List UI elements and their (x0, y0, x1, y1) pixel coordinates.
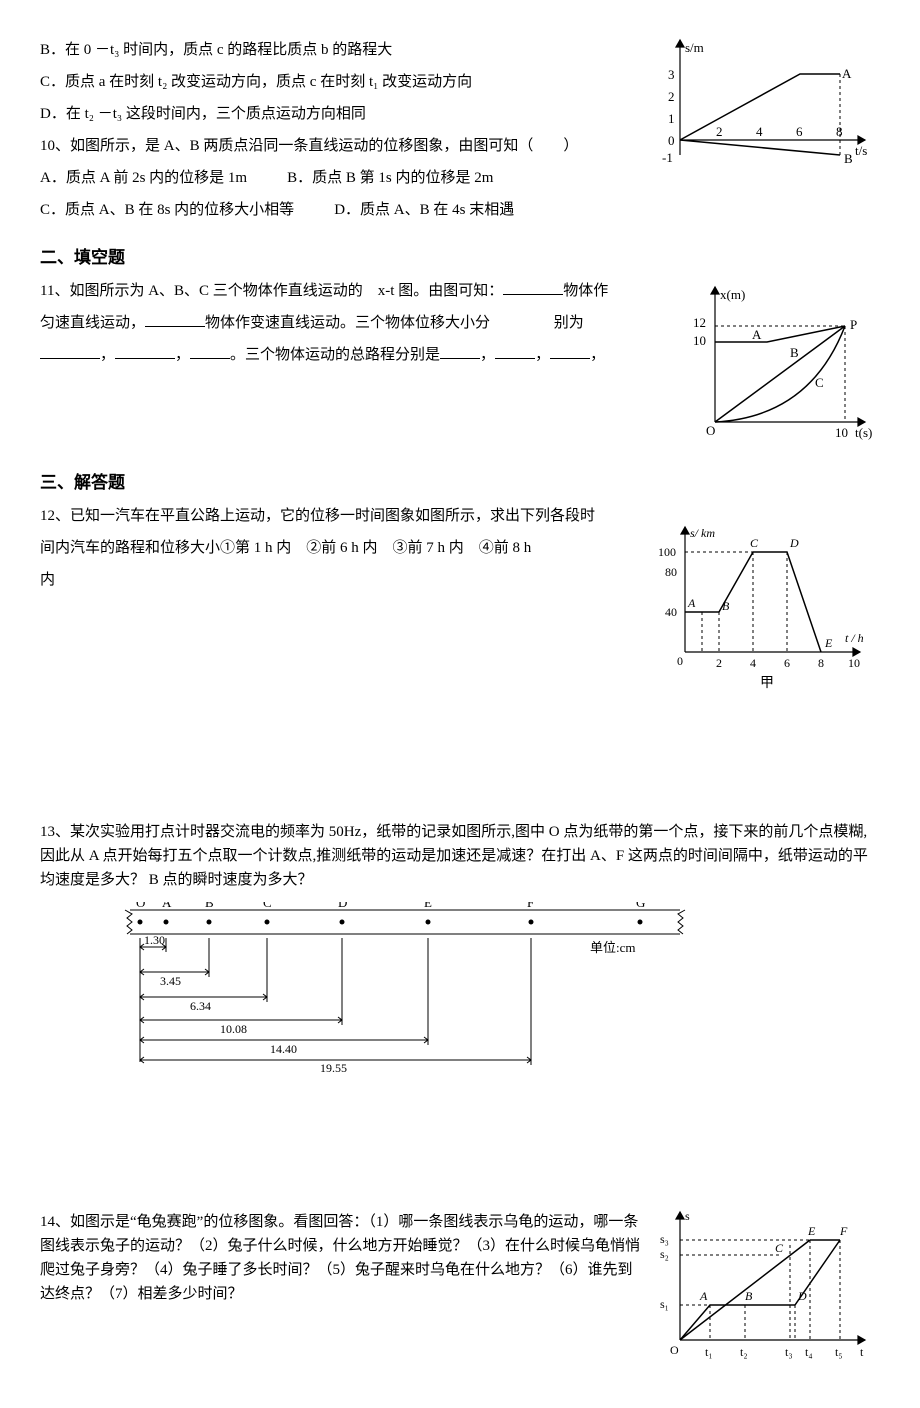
q10-ylabel: s/m (685, 40, 704, 55)
svg-text:C: C (750, 536, 759, 550)
svg-text:3.45: 3.45 (160, 974, 181, 988)
svg-text:A: A (752, 327, 762, 342)
svg-text:F: F (527, 902, 534, 910)
svg-text:s₁: s₁ (660, 1297, 669, 1311)
svg-text:C: C (775, 1241, 784, 1255)
svg-text:O: O (670, 1343, 679, 1357)
svg-text:0: 0 (677, 654, 683, 668)
q10-optA: A．质点 A 前 2s 内的位移是 1m (40, 166, 247, 190)
svg-text:t₅: t₅ (835, 1345, 843, 1359)
q13-tape-figure: O A B C D E F G 单位:cm | stacked --> (120, 902, 880, 1080)
svg-text:100: 100 (658, 545, 676, 559)
svg-text:t(s): t(s) (855, 425, 872, 440)
svg-text:0: 0 (668, 133, 675, 148)
svg-text:A: A (699, 1289, 708, 1303)
svg-text:4: 4 (756, 124, 763, 139)
svg-text:12: 12 (693, 315, 706, 330)
q10-opts-row1: A．质点 A 前 2s 内的位移是 1m B．质点 B 第 1s 内的位移是 2… (40, 166, 640, 190)
svg-text:B: B (790, 345, 799, 360)
section-3-title: 三、解答题 (40, 469, 880, 496)
svg-text:t₃: t₃ (785, 1345, 793, 1359)
svg-text:t₄: t₄ (805, 1345, 813, 1359)
svg-text:s₃: s₃ (660, 1232, 669, 1246)
svg-text:80: 80 (665, 565, 677, 579)
svg-text:A: A (162, 902, 172, 910)
svg-text:3: 3 (668, 67, 675, 82)
svg-text:x(m): x(m) (720, 287, 745, 302)
svg-text:G: G (636, 902, 645, 910)
svg-text:E: E (807, 1224, 816, 1238)
section-2-title: 二、填空题 (40, 244, 880, 271)
svg-text:6.34: 6.34 (190, 999, 211, 1013)
svg-text:F: F (839, 1224, 848, 1238)
svg-text:6: 6 (796, 124, 803, 139)
q10-optB: B．质点 B 第 1s 内的位移是 2m (287, 166, 493, 190)
svg-text:B: B (844, 151, 853, 166)
svg-text:A: A (842, 66, 852, 81)
q13-stem: 13、某次实验用打点计时器交流电的频率为 50Hz，纸带的记录如图所示,图中 O… (40, 820, 880, 892)
svg-text:P: P (850, 317, 857, 332)
svg-text:6: 6 (784, 656, 790, 670)
svg-text:C: C (263, 902, 272, 910)
svg-text:s: s (685, 1209, 690, 1223)
svg-text:A: A (687, 596, 696, 610)
svg-text:t₁: t₁ (705, 1345, 713, 1359)
q10-optC: C．质点 A、B 在 8s 内的位移大小相等 (40, 198, 294, 222)
svg-text:B: B (745, 1289, 753, 1303)
svg-text:s/ km: s/ km (690, 526, 715, 540)
q10-figure: 0 1 2 3 -1 s/m 2 4 6 8 t/s A B (650, 30, 880, 178)
svg-text:14.40: 14.40 (270, 1042, 297, 1056)
q10-optD: D．质点 A、B 在 4s 末相遇 (334, 198, 514, 222)
svg-text:2: 2 (716, 656, 722, 670)
svg-text:O: O (706, 423, 715, 438)
q14-figure: O t₁ t₂ t₃ t₄ t₅ t s₁ s₂ s₃ s A B C D E … (650, 1200, 880, 1378)
svg-text:C: C (815, 375, 824, 390)
svg-text:2: 2 (668, 89, 675, 104)
q10-opts-row2: C．质点 A、B 在 8s 内的位移大小相等 D．质点 A、B 在 4s 末相遇 (40, 198, 880, 222)
svg-text:D: D (338, 902, 347, 910)
svg-text:单位:cm: 单位:cm (590, 940, 636, 955)
svg-text:-1: -1 (662, 150, 673, 165)
svg-text:4: 4 (750, 656, 756, 670)
svg-text:D: D (789, 536, 799, 550)
svg-text:8: 8 (818, 656, 824, 670)
svg-text:8: 8 (836, 124, 843, 139)
svg-text:E: E (824, 636, 833, 650)
svg-text:s₂: s₂ (660, 1247, 669, 1261)
svg-text:t / h: t / h (845, 631, 864, 645)
svg-text:B: B (722, 599, 730, 613)
svg-text:D: D (797, 1289, 807, 1303)
svg-text:O: O (136, 902, 145, 910)
svg-text:2: 2 (716, 124, 723, 139)
svg-text:E: E (424, 902, 432, 910)
svg-text:t₂: t₂ (740, 1345, 748, 1359)
svg-text:19.55: 19.55 (320, 1061, 347, 1072)
svg-text:甲: 甲 (760, 676, 774, 691)
svg-text:10: 10 (693, 333, 706, 348)
svg-text:40: 40 (665, 605, 677, 619)
q10-xlabel: t/s (855, 143, 867, 158)
svg-text:10: 10 (835, 425, 848, 440)
q11-figure: 12 10 O 10 t(s) x(m) P A B C (690, 277, 880, 455)
svg-text:10: 10 (848, 656, 860, 670)
svg-text:B: B (205, 902, 214, 910)
svg-text:t: t (860, 1345, 864, 1359)
svg-text:1: 1 (668, 111, 675, 126)
svg-text:10.08: 10.08 (220, 1022, 247, 1036)
q12-figure: s/ km t / h 100 80 40 0 2 4 6 8 10 A B C… (650, 512, 880, 700)
svg-text:1.30: 1.30 (144, 933, 165, 947)
